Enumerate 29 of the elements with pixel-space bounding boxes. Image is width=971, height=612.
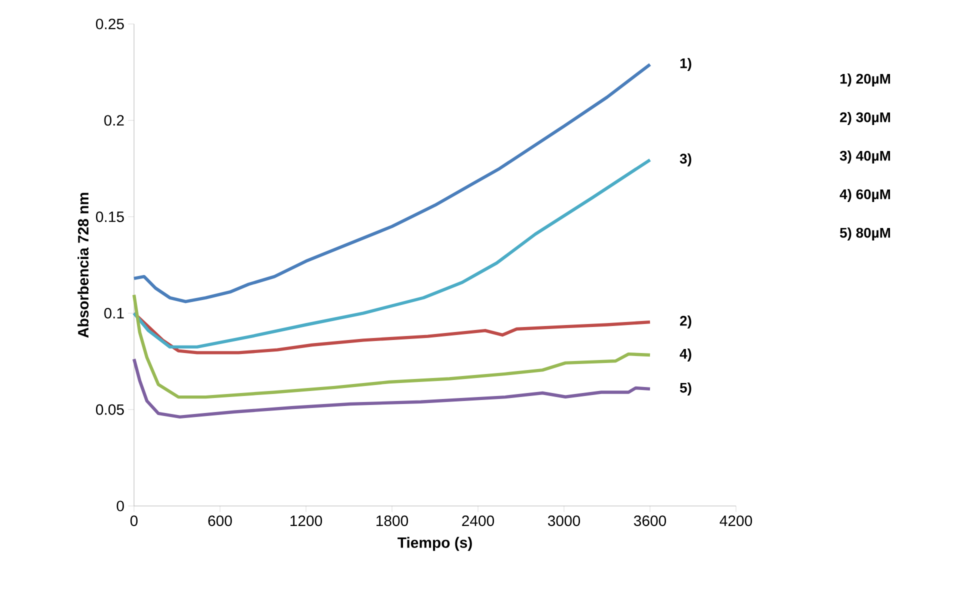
x-tick-label: 0	[130, 516, 138, 526]
text: 5)	[680, 382, 692, 396]
y-tick-label: 0.1	[104, 308, 124, 318]
text: 2) 30µM	[840, 112, 890, 125]
text: 2)	[680, 316, 692, 329]
y-axis-title: Absorbencia 728 nm	[78, 192, 89, 338]
x-tick-label: 600	[208, 516, 232, 526]
text: 3) 40µM	[840, 150, 890, 164]
text: 1) 20µM	[840, 73, 890, 86]
text: 4) 60µM	[840, 188, 890, 202]
x-axis-title: Tiempo (s)	[398, 536, 472, 551]
x-tick-label: 1200	[290, 516, 322, 526]
x-tick-label: 1800	[376, 516, 408, 526]
x-tick-label: 3000	[548, 516, 580, 526]
x-tick-label: 4200	[720, 516, 752, 526]
y-tick-label: 0.2	[104, 115, 124, 126]
text: 1)	[680, 58, 692, 71]
y-tick-label: 0.25	[96, 18, 124, 30]
text: 4)	[680, 348, 692, 362]
y-tick-label: 0.15	[96, 211, 124, 222]
x-tick-label: 2400	[462, 516, 494, 526]
y-tick-label: 0.05	[96, 404, 124, 415]
line-series	[132, 158, 652, 349]
text: 5) 80µM	[840, 227, 890, 240]
text: 3)	[680, 153, 692, 166]
y-tick-label: 0	[116, 500, 124, 512]
line-series	[132, 357, 652, 419]
line-series	[132, 293, 652, 399]
x-tick-label: 3600	[634, 516, 666, 526]
